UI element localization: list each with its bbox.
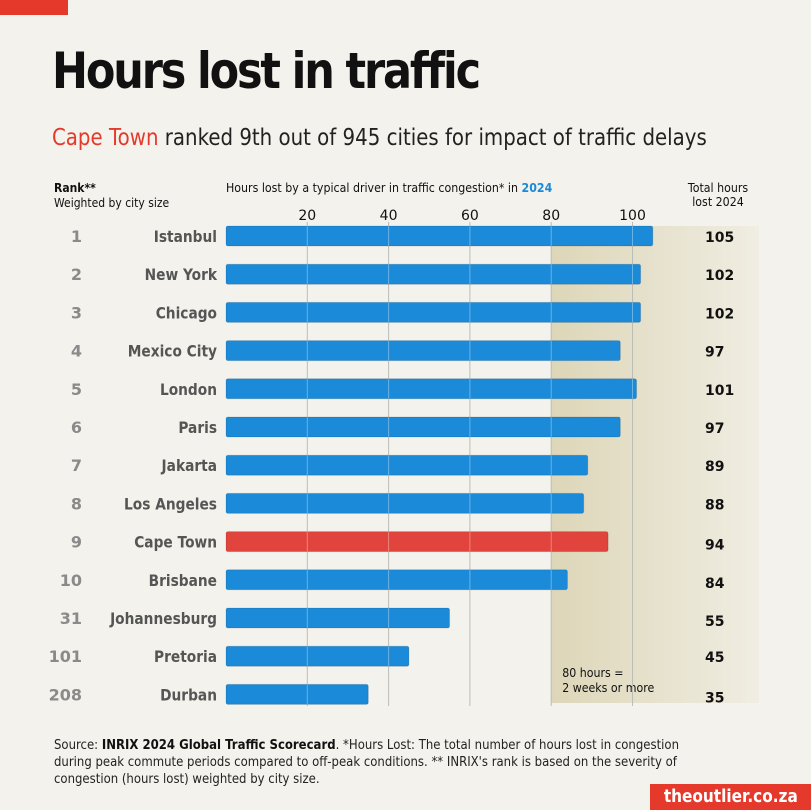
rank-label: 4 xyxy=(71,342,82,361)
footer-text: . *Hours Lost: The total number of hours… xyxy=(54,738,679,787)
site-logo[interactable]: theoutlier.co.za xyxy=(650,784,811,810)
shaded-region-label-line1: 80 hours = xyxy=(562,666,623,681)
footer-note: Source: INRIX 2024 Global Traffic Scorec… xyxy=(54,737,684,788)
axis-title: Hours lost by a typical driver in traffi… xyxy=(226,181,552,195)
total-header-line1: Total hours xyxy=(687,181,749,195)
bar-istanbul xyxy=(225,225,654,247)
city-label: Paris xyxy=(178,418,217,437)
value-label: 97 xyxy=(705,345,724,361)
value-label: 45 xyxy=(705,650,724,666)
city-label: Cape Town xyxy=(134,533,217,552)
bar-paris xyxy=(225,416,621,438)
city-label: Johannesburg xyxy=(109,609,217,628)
value-label: 105 xyxy=(705,230,734,246)
source-name: INRIX 2024 Global Traffic Scorecard xyxy=(101,738,336,753)
rank-label: 7 xyxy=(71,456,82,475)
bar-brisbane xyxy=(225,569,568,591)
x-tick-label-100: 100 xyxy=(619,208,646,224)
value-label: 101 xyxy=(705,383,734,399)
bar-new-york xyxy=(225,263,642,285)
value-label: 84 xyxy=(705,576,725,592)
rank-label: 8 xyxy=(71,494,82,513)
site-logo-text: theoutlier.co.za xyxy=(663,786,798,807)
city-label: New York xyxy=(145,265,218,284)
value-label: 88 xyxy=(705,497,724,513)
rank-label: 31 xyxy=(60,609,82,628)
city-label: Jakarta xyxy=(161,456,217,475)
value-label: 102 xyxy=(705,268,734,284)
rank-label: 5 xyxy=(71,380,82,399)
rank-label: 6 xyxy=(71,418,82,437)
bar-cape-town xyxy=(225,531,609,553)
rank-label: 2 xyxy=(71,265,82,284)
total-column-header: Total hours lost 2024 xyxy=(676,181,761,209)
city-label: Istanbul xyxy=(154,227,217,246)
bar-johannesburg xyxy=(225,607,451,629)
city-label: Chicago xyxy=(156,303,217,322)
value-label: 97 xyxy=(705,421,724,437)
bar-london xyxy=(225,378,638,400)
shaded-region-label-line2: 2 weeks or more xyxy=(562,681,654,696)
x-tick-label-60: 60 xyxy=(461,208,479,224)
value-label: 94 xyxy=(705,538,725,554)
x-tick-label-80: 80 xyxy=(542,208,560,224)
rank-subtitle: Weighted by city size xyxy=(54,196,170,210)
rank-column-header: Rank** Weighted by city size xyxy=(54,181,169,211)
bar-durban xyxy=(225,683,369,705)
chart-subtitle: Cape Town ranked 9th out of 945 cities f… xyxy=(52,125,707,151)
x-tick-label-20: 20 xyxy=(298,208,316,224)
city-label: Brisbane xyxy=(149,571,217,590)
value-label: 55 xyxy=(705,614,724,630)
rank-label: 1 xyxy=(71,227,82,246)
rank-label: 208 xyxy=(49,685,82,704)
total-header-line2: lost 2024 xyxy=(692,195,744,209)
value-label: 102 xyxy=(705,306,734,322)
bar-mexico-city xyxy=(225,340,621,362)
subtitle-highlight: Cape Town xyxy=(52,125,159,151)
bar-los-angeles xyxy=(225,492,585,514)
subtitle-text: ranked 9th out of 945 cities for impact … xyxy=(158,125,707,151)
value-label: 89 xyxy=(705,459,724,475)
city-label: Durban xyxy=(160,685,217,704)
rank-title: Rank** xyxy=(54,181,96,195)
chart-title: Hours lost in traffic xyxy=(52,42,481,100)
rank-label: 101 xyxy=(49,647,82,666)
source-label: Source: xyxy=(54,738,102,753)
bar-jakarta xyxy=(225,454,589,476)
x-tick-label-40: 40 xyxy=(380,208,398,224)
axis-title-year: 2024 xyxy=(521,181,553,195)
city-label: Los Angeles xyxy=(124,494,217,513)
rank-label: 9 xyxy=(71,533,82,552)
city-label: London xyxy=(160,380,217,399)
rank-label: 10 xyxy=(60,571,82,590)
axis-title-text: Hours lost by a typical driver in traffi… xyxy=(226,181,522,195)
city-label: Pretoria xyxy=(154,647,217,666)
city-label: Mexico City xyxy=(128,342,218,361)
accent-bar xyxy=(0,0,68,15)
bar-chicago xyxy=(225,301,642,323)
bar-pretoria xyxy=(225,645,410,667)
rank-label: 3 xyxy=(71,303,82,322)
value-label: 35 xyxy=(705,690,724,706)
